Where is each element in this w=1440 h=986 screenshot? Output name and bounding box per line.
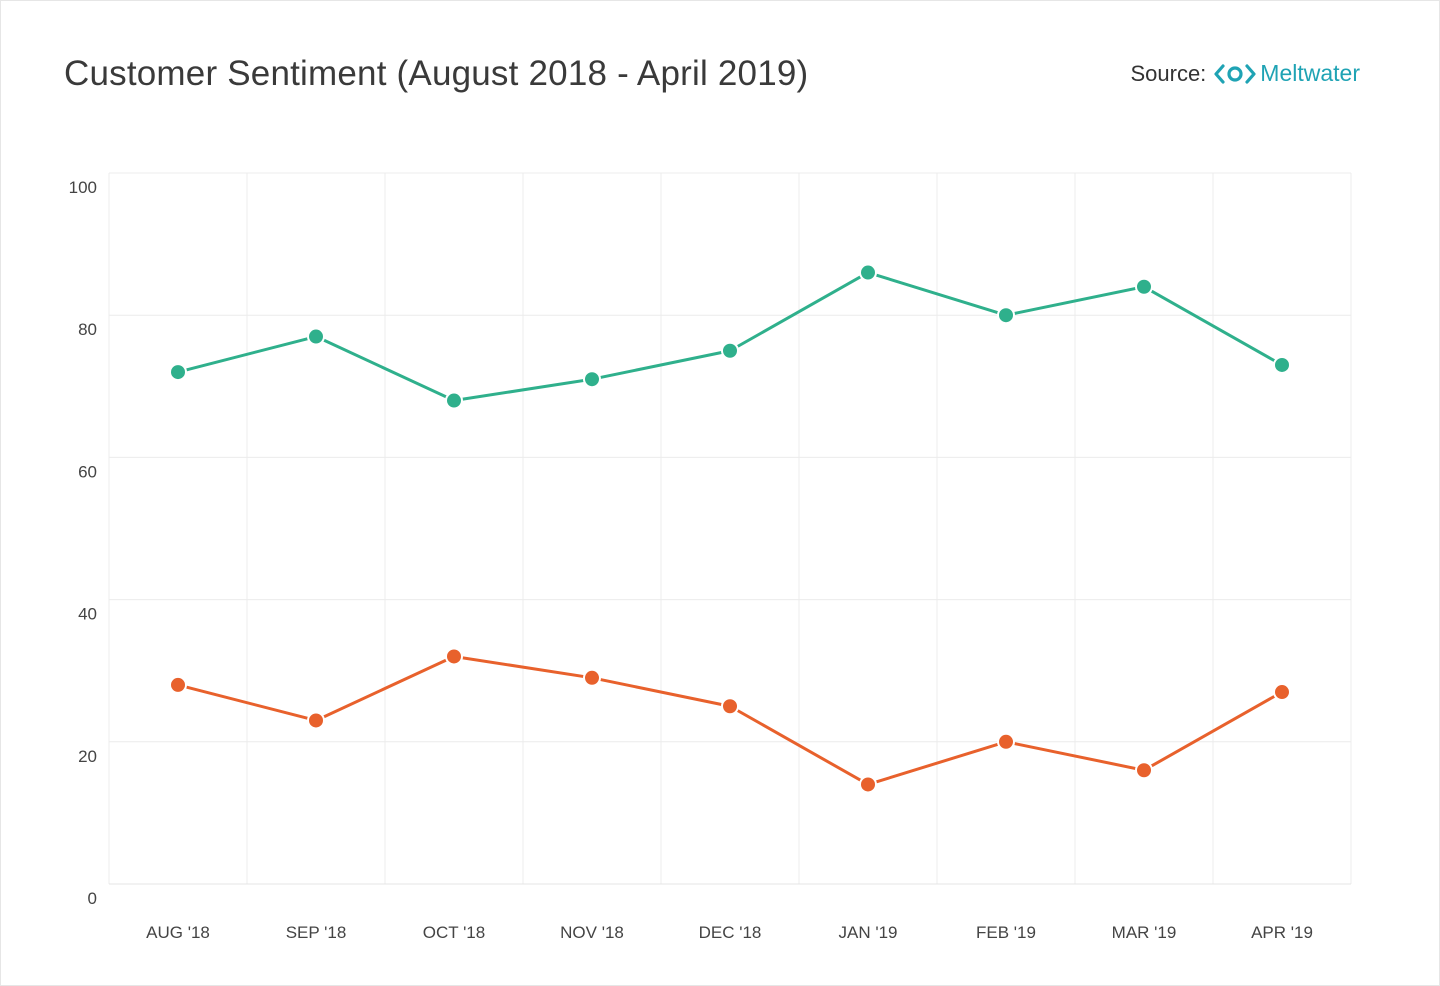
data-point xyxy=(997,732,1015,751)
y-axis: 0 20 40 60 80 100 xyxy=(69,178,97,908)
y-tick-label: 0 xyxy=(88,889,97,908)
y-tick-label: 40 xyxy=(78,605,97,624)
data-point xyxy=(721,697,739,716)
source-attribution: Source: Meltwater xyxy=(1130,60,1360,87)
data-point xyxy=(169,363,187,382)
x-axis: AUG '18 SEP '18 OCT '18 NOV '18 DEC '18 JAN '… xyxy=(146,923,1313,942)
data-point xyxy=(1135,761,1153,780)
data-point xyxy=(307,327,325,346)
data-point xyxy=(721,341,739,360)
data-point xyxy=(859,263,877,282)
source-brand[interactable]: Meltwater xyxy=(1214,60,1360,87)
data-point xyxy=(445,391,463,410)
grid-layer xyxy=(108,172,1352,885)
data-point xyxy=(1273,683,1291,702)
data-point xyxy=(859,775,877,794)
x-tick-label: OCT '18 xyxy=(423,923,485,942)
x-tick-label: JAN '19 xyxy=(839,923,898,942)
meltwater-logo-icon xyxy=(1214,63,1256,84)
y-tick-label: 20 xyxy=(78,747,97,766)
data-point xyxy=(307,711,325,730)
x-tick-label: SEP '18 xyxy=(286,923,347,942)
y-tick-label: 100 xyxy=(69,178,97,197)
series-2 xyxy=(169,647,1291,794)
series-line xyxy=(177,654,1283,786)
x-tick-label: AUG '18 xyxy=(146,923,210,942)
data-point xyxy=(445,647,463,666)
series-layer xyxy=(169,263,1291,794)
series-1 xyxy=(169,263,1291,410)
x-tick-label: MAR '19 xyxy=(1112,923,1177,942)
x-tick-label: DEC '18 xyxy=(699,923,762,942)
x-tick-label: FEB '19 xyxy=(976,923,1036,942)
data-point xyxy=(997,306,1015,325)
y-tick-label: 60 xyxy=(78,462,97,481)
series-line xyxy=(177,271,1283,403)
x-tick-label: NOV '18 xyxy=(560,923,624,942)
data-point xyxy=(583,370,601,389)
x-tick-label: APR '19 xyxy=(1251,923,1313,942)
data-point xyxy=(1273,355,1291,374)
source-label: Source: xyxy=(1130,60,1207,86)
data-point xyxy=(583,668,601,687)
chart-title: Customer Sentiment (August 2018 - April … xyxy=(64,54,809,93)
data-point xyxy=(1135,277,1153,296)
source-brand-name: Meltwater xyxy=(1260,60,1360,86)
y-tick-label: 80 xyxy=(78,320,97,339)
data-point xyxy=(169,675,187,694)
